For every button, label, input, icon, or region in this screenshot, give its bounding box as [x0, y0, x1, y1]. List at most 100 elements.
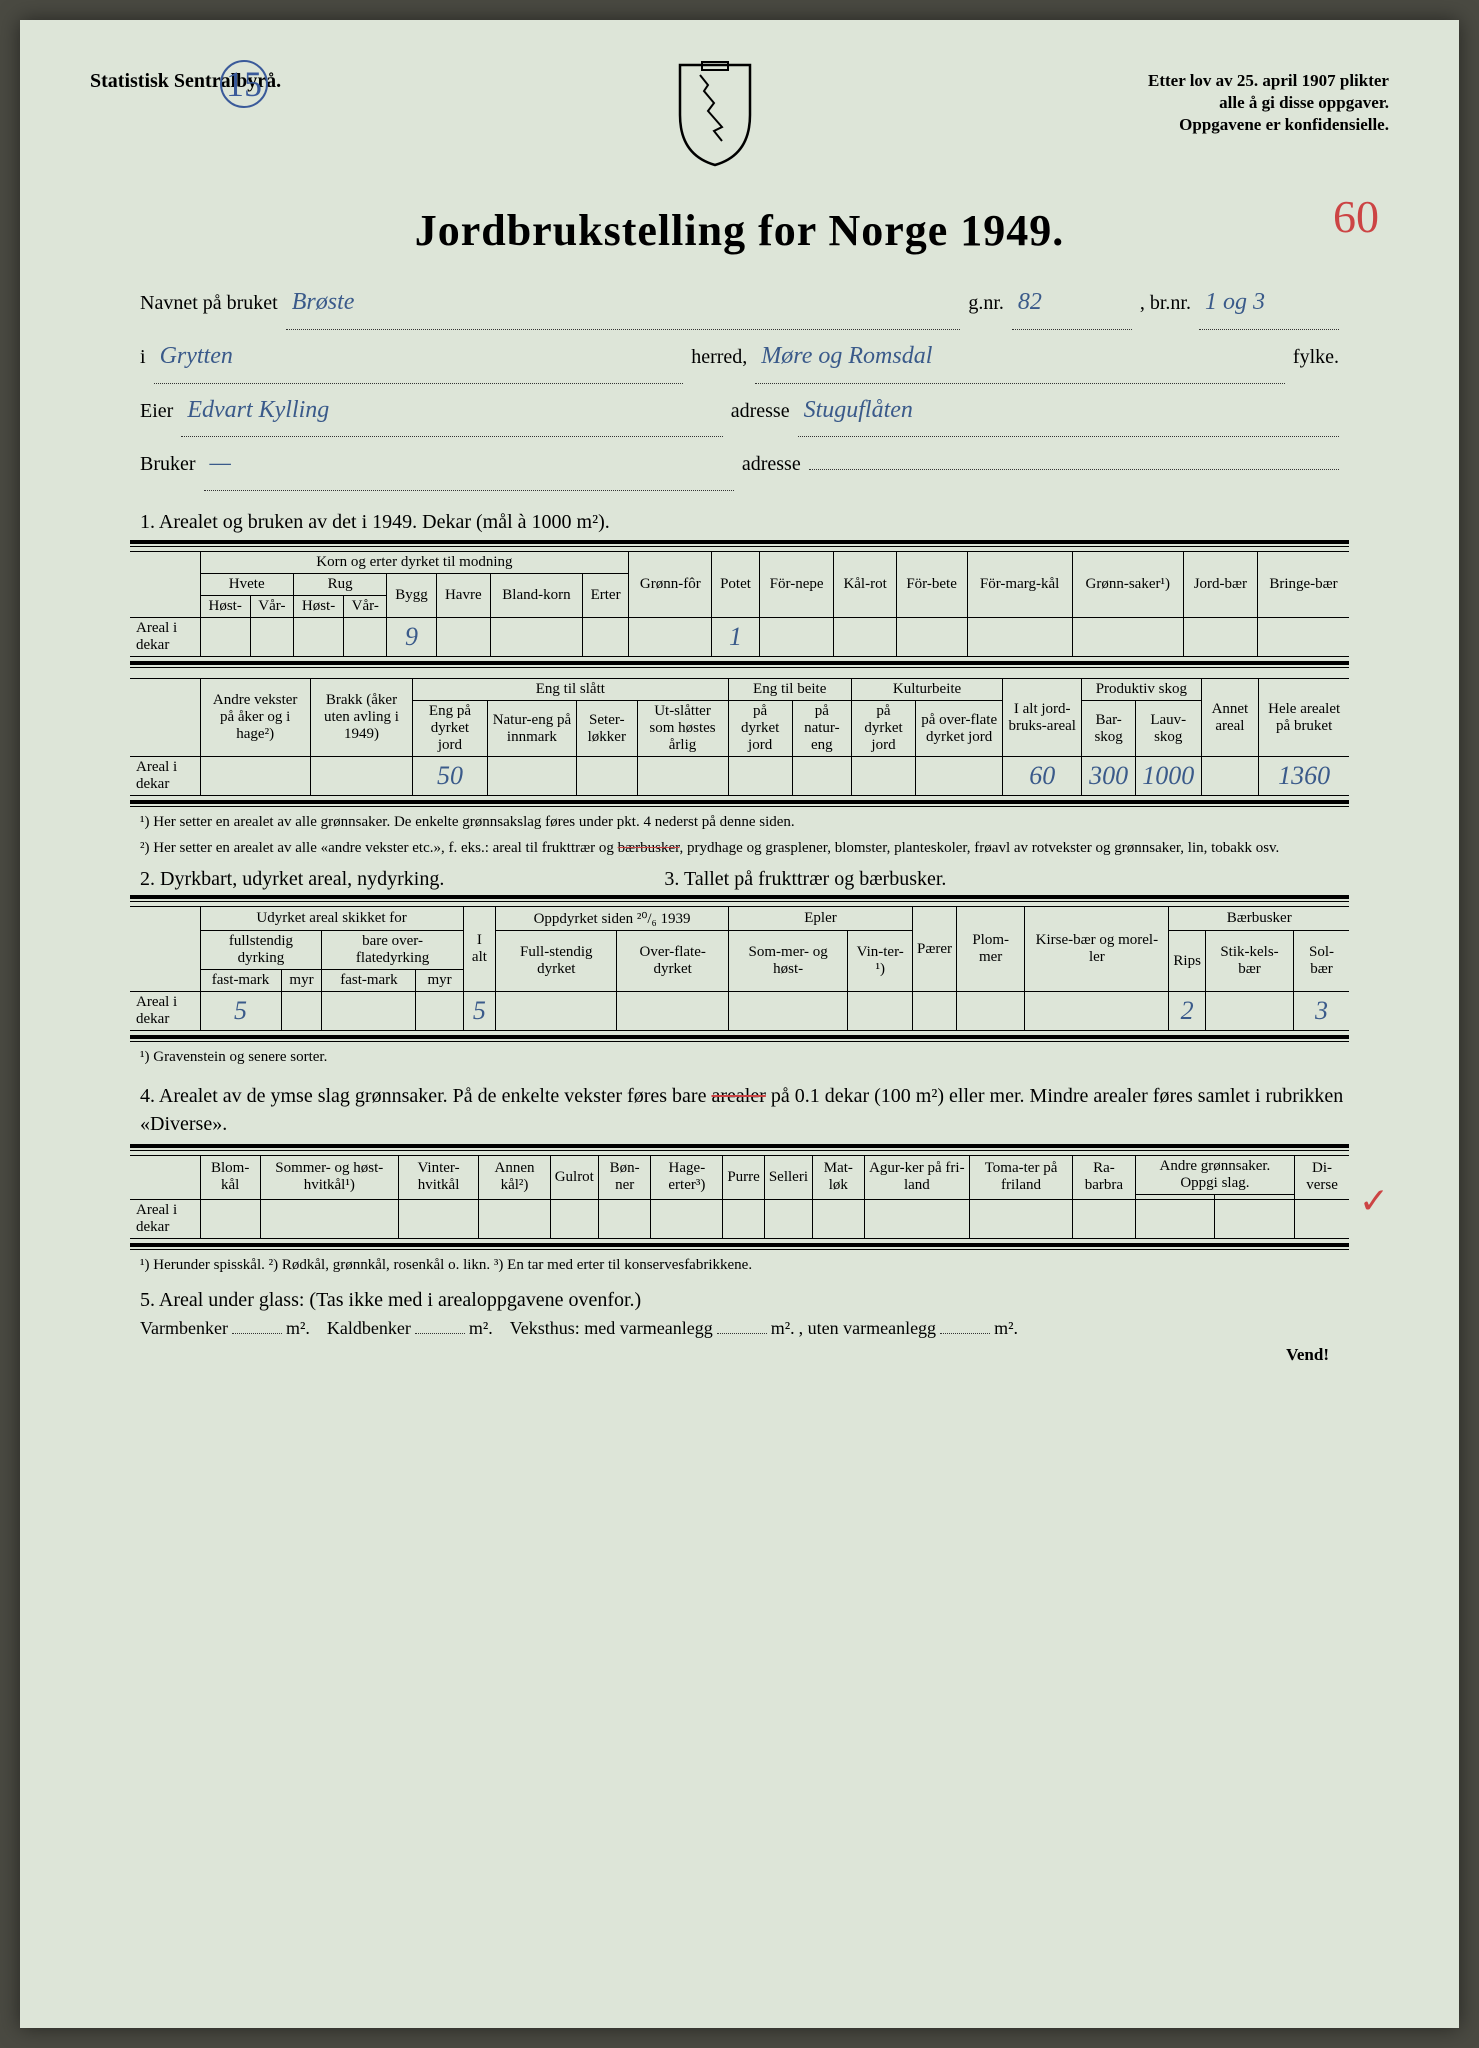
legal-notice: Etter lov av 25. april 1907 plikter alle…	[1148, 70, 1389, 136]
legal-line-2: alle å gi disse oppgaver.	[1148, 92, 1389, 114]
col-ialt: I alt jord-bruks-areal	[1003, 679, 1082, 757]
adresse-field: Stuguflåten	[798, 384, 1339, 438]
cell	[310, 757, 412, 796]
cell	[728, 757, 792, 796]
sub: på over-flate dyrket jord	[916, 701, 1003, 757]
cell	[200, 757, 310, 796]
cell	[629, 618, 712, 657]
cell	[344, 618, 387, 657]
col-engslaat: Eng til slått	[413, 679, 728, 701]
cell	[496, 992, 617, 1031]
sub: Eng på dyrket jord	[413, 701, 488, 757]
m2: m².	[771, 1318, 795, 1339]
col-diverse: Di-verse	[1295, 1155, 1349, 1199]
coat-of-arms-icon	[670, 60, 760, 175]
form-fields: Navnet på bruket Brøste g.nr. 82 , br.nr…	[140, 276, 1339, 491]
col-oppdyrket: Oppdyrket siden ²⁰/₆ 1939	[496, 907, 729, 931]
red-checkmark: ✓	[1359, 1180, 1389, 1222]
sub-var2: Vår-	[344, 596, 387, 618]
col-formargkal: För-marg-kål	[967, 552, 1072, 618]
brnr-label: , br.nr.	[1140, 281, 1191, 325]
table-1b: Andre vekster på åker og i hage²) Brakk …	[130, 678, 1349, 796]
sub: fullstendig dyrking	[200, 931, 322, 970]
cell	[200, 618, 250, 657]
col: Purre	[723, 1155, 765, 1199]
col-bygg: Bygg	[387, 574, 436, 618]
row-label-1b: Areal i dekar	[130, 757, 200, 796]
sub: Seter-løkker	[577, 701, 637, 757]
col-havre: Havre	[436, 574, 490, 618]
cell	[896, 618, 967, 657]
table-1a: Korn og erter dyrket til modning Grønn-f…	[130, 551, 1349, 657]
cell	[851, 757, 915, 796]
section5-line: Varmbenkerm². Kaldbenkerm². Veksthus: me…	[140, 1318, 1339, 1339]
col: Vinter-hvitkål	[398, 1155, 479, 1199]
cell	[1025, 992, 1169, 1031]
m2: m².	[469, 1318, 493, 1339]
cell	[759, 618, 834, 657]
sub: på dyrket jord	[728, 701, 792, 757]
kald-label: Kaldbenker	[327, 1318, 411, 1339]
korn-header: Korn og erter dyrket til modning	[200, 552, 629, 574]
col-andre4: Andre grønnsaker. Oppgi slag.	[1135, 1155, 1294, 1194]
bruker-field: —	[204, 437, 734, 491]
cell	[322, 992, 416, 1031]
col-potet: Potet	[712, 552, 759, 618]
circled-page-number: 15	[220, 60, 268, 108]
col-gronnfor: Grønn-fôr	[629, 552, 712, 618]
row-label-1a: Areal i dekar	[130, 618, 200, 657]
herred-label: herred,	[691, 335, 747, 379]
col-udyrket: Udyrket areal skikket for	[200, 907, 463, 931]
col: Annen kål²)	[479, 1155, 550, 1199]
fylke-label: fylke.	[1293, 335, 1339, 379]
herred-field: Møre og Romsdal	[755, 330, 1285, 384]
cell: 1360	[1259, 757, 1349, 796]
cell	[577, 757, 637, 796]
sub: myr	[416, 970, 463, 992]
section1-title: 1. Arealet og bruken av det i 1949. Deka…	[140, 511, 1389, 534]
col: Gulrot	[550, 1155, 598, 1199]
col-hvete: Hvete	[200, 574, 293, 596]
top-header: Statistisk Sentralbyrå. Etter lov av 25.…	[90, 70, 1389, 175]
table-4: Blom-kål Sommer- og høst-hvitkål¹) Vinte…	[130, 1155, 1349, 1239]
red-annotation: 60	[1333, 190, 1379, 243]
cell	[416, 992, 463, 1031]
cell	[617, 992, 729, 1031]
uten-label: , uten varmeanlegg	[799, 1318, 936, 1339]
cell	[1072, 618, 1183, 657]
navnet-field: Brøste	[286, 276, 961, 330]
sub: Sol-bær	[1294, 931, 1349, 992]
eier-label: Eier	[140, 389, 173, 433]
eier-field: Edvart Kylling	[181, 384, 722, 438]
col: Blom-kål	[200, 1155, 260, 1199]
col: Toma-ter på friland	[969, 1155, 1072, 1199]
gnr-field: 82	[1012, 276, 1132, 330]
col-baerbusker: Bærbusker	[1169, 907, 1349, 931]
sub: på natur-eng	[792, 701, 851, 757]
gnr-label: g.nr.	[968, 281, 1004, 325]
footnote-4: ¹) Herunder spisskål. ²) Rødkål, grønnkå…	[140, 1256, 1339, 1276]
cell	[792, 757, 851, 796]
vend-label: Vend!	[90, 1345, 1329, 1365]
legal-line-3: Oppgavene er konfidensielle.	[1148, 114, 1389, 136]
sub-host2: Høst-	[293, 596, 343, 618]
col-paerer: Pærer	[913, 907, 957, 992]
col-kirse: Kirse-bær og morel-ler	[1025, 907, 1169, 992]
sub: fast-mark	[322, 970, 416, 992]
col: Hage-erter³)	[651, 1155, 723, 1199]
col: Mat-løk	[812, 1155, 864, 1199]
document-page: 15 60 Statistisk Sentralbyrå. Etter lov …	[20, 20, 1459, 2028]
sub-host: Høst-	[200, 596, 250, 618]
cell	[967, 618, 1072, 657]
cell	[957, 992, 1025, 1031]
row-label-4: Areal i dekar	[130, 1199, 200, 1238]
cell	[490, 618, 582, 657]
col-fornepe: För-nepe	[759, 552, 834, 618]
col-annet: Annet areal	[1201, 679, 1259, 757]
col-rug: Rug	[293, 574, 386, 596]
col-andre: Andre vekster på åker og i hage²)	[200, 679, 310, 757]
cell	[1257, 618, 1349, 657]
table-2-3: Udyrket areal skikket for I alt Oppdyrke…	[130, 906, 1349, 1031]
legal-line-1: Etter lov av 25. april 1907 plikter	[1148, 70, 1389, 92]
section2-title: 2. Dyrkbart, udyrket areal, nydyrking.	[140, 868, 444, 891]
